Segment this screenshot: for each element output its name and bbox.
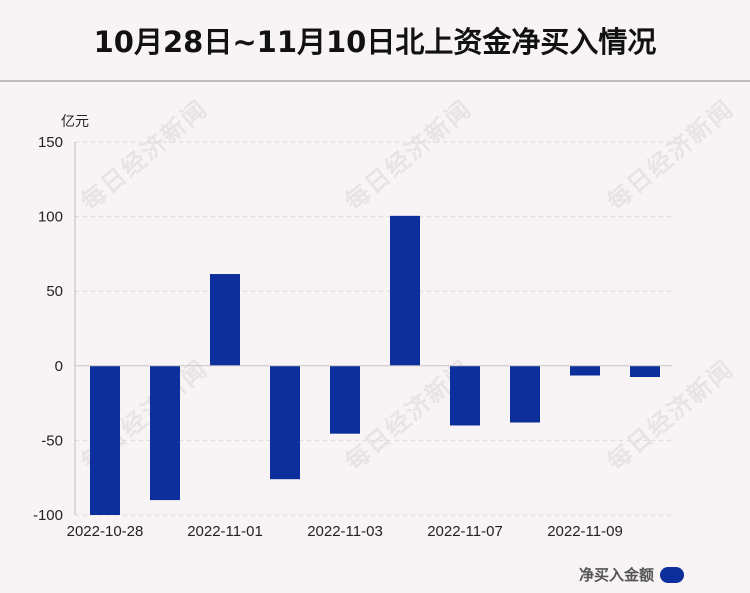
- x-tick-label: 2022-10-28: [67, 523, 144, 540]
- y-tick-label: -100: [33, 507, 63, 524]
- bar: [150, 365, 180, 501]
- chart-title: 10月28日~11月10日北上资金净买入情况: [93, 25, 657, 59]
- y-tick-label: 150: [38, 134, 63, 151]
- title-divider: [0, 80, 750, 82]
- y-tick-label: 100: [38, 209, 63, 226]
- y-tick-label: 0: [55, 358, 63, 375]
- bar: [510, 365, 540, 423]
- legend: 净买入金额: [579, 564, 684, 585]
- x-tick-label: 2022-11-07: [427, 523, 503, 540]
- x-tick-label: 2022-11-03: [307, 523, 383, 540]
- bar: [570, 365, 600, 376]
- x-tick-label: 2022-11-09: [547, 523, 623, 540]
- bar: [390, 215, 420, 366]
- bar: [270, 365, 300, 480]
- y-axis-unit-label: 亿元: [61, 114, 89, 130]
- bar: [90, 365, 120, 515]
- bar: [450, 365, 480, 426]
- x-tick-label: 2022-11-01: [187, 523, 263, 540]
- legend-swatch: [660, 566, 684, 583]
- bar: [210, 274, 240, 366]
- legend-label: 净买入金额: [578, 566, 654, 584]
- bar: [330, 365, 360, 434]
- y-tick-label: -50: [41, 432, 63, 449]
- bar: [630, 365, 660, 377]
- y-tick-label: 50: [46, 283, 63, 300]
